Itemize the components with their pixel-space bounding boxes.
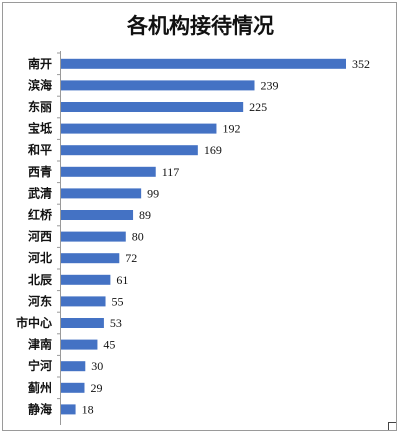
bar: [61, 210, 134, 220]
category-label: 东丽: [28, 99, 52, 114]
value-label: 89: [139, 208, 151, 222]
value-label: 61: [116, 273, 128, 287]
value-label: 55: [112, 294, 124, 308]
value-label: 99: [147, 186, 159, 200]
category-label: 北辰: [28, 272, 52, 287]
bar: [61, 166, 156, 177]
category-label: 蓟州: [27, 380, 52, 395]
category-label: 宁河: [28, 358, 52, 373]
bar: [61, 145, 198, 156]
category-label: 红桥: [28, 207, 53, 222]
category-label: 南开: [28, 56, 52, 71]
bar: [61, 253, 120, 264]
value-label: 192: [222, 122, 240, 136]
bar: [61, 361, 86, 372]
value-label: 352: [352, 57, 370, 71]
category-label: 滨海: [28, 77, 52, 92]
bar: [61, 123, 217, 134]
bar: [61, 274, 111, 285]
category-label: 河北: [27, 250, 52, 265]
value-label: 169: [204, 143, 222, 157]
value-label: 30: [91, 359, 103, 373]
bar: [61, 58, 346, 69]
value-label: 225: [249, 100, 267, 114]
value-label: 239: [261, 78, 279, 92]
bar: [61, 80, 255, 91]
bar: [61, 188, 142, 199]
category-label: 静海: [28, 401, 52, 416]
bar: [61, 296, 106, 307]
chart-title: 各机构接待情况: [127, 13, 274, 38]
value-label: 45: [103, 338, 115, 352]
category-label: 河东: [27, 293, 52, 308]
category-label: 河西: [27, 229, 52, 244]
value-label: 72: [125, 251, 137, 265]
bar: [61, 102, 244, 112]
value-label: 18: [82, 402, 94, 416]
bar: [61, 231, 126, 242]
bar: [61, 382, 85, 393]
bar: [61, 404, 76, 415]
bar: [61, 318, 104, 328]
category-label: 武清: [28, 185, 52, 200]
value-label: 29: [90, 381, 102, 395]
value-label: 117: [162, 165, 180, 179]
category-axis: [60, 51, 61, 425]
category-label: 宝坻: [28, 121, 52, 136]
value-label: 53: [110, 316, 122, 330]
category-label: 津南: [28, 337, 52, 352]
value-label: 80: [132, 230, 144, 244]
category-label: 和平: [27, 142, 52, 157]
category-label: 市中心: [16, 315, 52, 330]
category-label: 西青: [28, 164, 52, 179]
bar: [61, 339, 98, 350]
corner-mark: [388, 422, 396, 430]
